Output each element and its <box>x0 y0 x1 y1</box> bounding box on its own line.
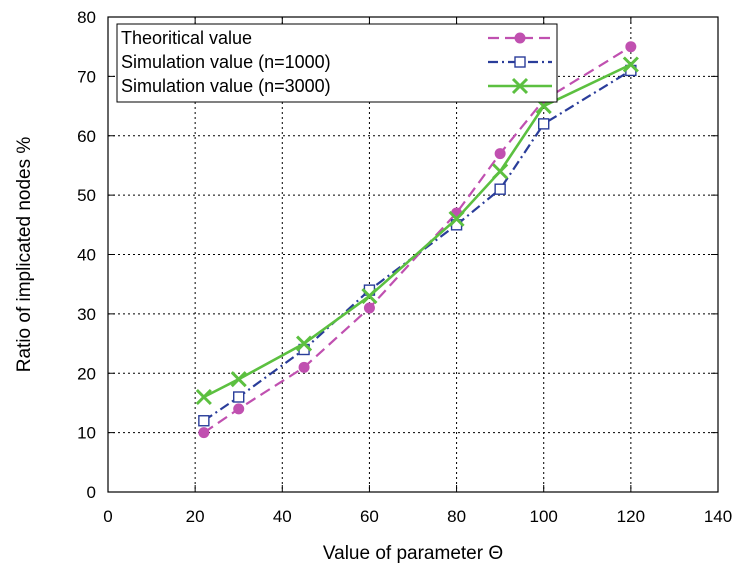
legend-label: Simulation value (n=3000) <box>121 76 331 96</box>
legend-marker <box>511 77 529 95</box>
x-tick-label: 140 <box>704 507 732 526</box>
data-point <box>361 288 378 305</box>
legend-label: Simulation value (n=1000) <box>121 52 331 72</box>
data-point <box>198 427 210 439</box>
x-tick-label: 20 <box>186 507 205 526</box>
x-tick-label: 100 <box>530 507 558 526</box>
y-tick-label: 80 <box>77 8 96 27</box>
series-2 <box>198 64 637 427</box>
series-line <box>203 69 632 422</box>
x-tick-label: 80 <box>447 507 466 526</box>
x-marker-stroke <box>511 77 529 95</box>
legend-box <box>116 23 558 103</box>
y-tick-label: 20 <box>77 364 96 383</box>
data-point <box>233 391 245 403</box>
legend-label: Theoritical value <box>121 28 252 48</box>
y-tick-label: 50 <box>77 186 96 205</box>
data-point <box>296 335 313 352</box>
x-tick-label: 60 <box>360 507 379 526</box>
x-axis-label: Value of parameter Θ <box>323 543 503 564</box>
legend: Theoritical value Simulation value (n=100… <box>116 23 558 103</box>
data-point <box>625 41 637 53</box>
y-tick-label: 70 <box>77 67 96 86</box>
data-point <box>195 388 212 406</box>
series-3 <box>195 56 639 406</box>
x-tick-label: 0 <box>103 507 112 526</box>
data-point <box>492 163 509 180</box>
data-point <box>538 118 550 130</box>
x-tick-label: 120 <box>617 507 645 526</box>
data-point <box>363 302 375 314</box>
series-group <box>195 41 639 439</box>
y-tick-label: 40 <box>77 246 96 265</box>
series-line <box>203 45 632 434</box>
data-point <box>494 148 506 160</box>
data-point <box>198 415 210 427</box>
data-point <box>622 56 639 73</box>
axis-ticks: 0 10 20 30 40 50 60 70 80 0 20 40 60 80 100 120 140 <box>77 8 732 526</box>
x-marker-stroke <box>230 371 247 388</box>
data-point <box>448 210 465 227</box>
y-tick-label: 0 <box>87 483 96 502</box>
y-tick-label: 60 <box>77 127 96 146</box>
data-point <box>230 371 247 388</box>
data-point <box>494 183 506 195</box>
x-marker-stroke <box>361 288 378 305</box>
data-point <box>233 403 245 415</box>
legend-marker <box>514 32 526 44</box>
x-tick-label: 40 <box>273 507 292 526</box>
x-marker-stroke <box>622 56 639 73</box>
y-tick-label: 10 <box>77 424 96 443</box>
x-marker-stroke <box>448 210 465 227</box>
x-marker-stroke <box>296 335 313 352</box>
y-axis-label: Ratio of implicated nodes % <box>14 137 35 373</box>
series-line <box>203 63 632 399</box>
legend-marker <box>514 56 526 68</box>
y-tick-label: 30 <box>77 305 96 324</box>
data-point <box>298 361 310 373</box>
x-marker-stroke <box>492 163 509 180</box>
x-marker-stroke <box>195 388 212 406</box>
